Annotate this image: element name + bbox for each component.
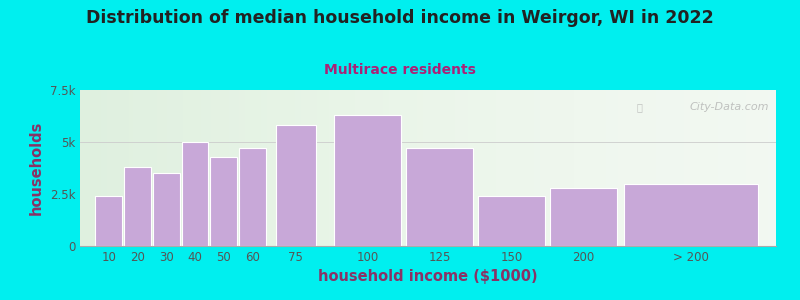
Bar: [239, 148, 266, 246]
Bar: [276, 125, 316, 246]
Text: Multirace residents: Multirace residents: [324, 63, 476, 77]
Text: Distribution of median household income in Weirgor, WI in 2022: Distribution of median household income …: [86, 9, 714, 27]
Text: ⓘ: ⓘ: [637, 103, 642, 112]
Bar: [550, 188, 617, 246]
Bar: [95, 196, 122, 246]
Bar: [124, 167, 151, 246]
X-axis label: household income ($1000): household income ($1000): [318, 269, 538, 284]
Bar: [210, 157, 237, 246]
Bar: [624, 184, 758, 246]
Text: City-Data.com: City-Data.com: [690, 103, 769, 112]
Bar: [406, 148, 473, 246]
Bar: [478, 196, 545, 246]
Bar: [153, 173, 180, 246]
Y-axis label: households: households: [29, 121, 44, 215]
Bar: [182, 142, 209, 246]
Bar: [334, 115, 401, 246]
